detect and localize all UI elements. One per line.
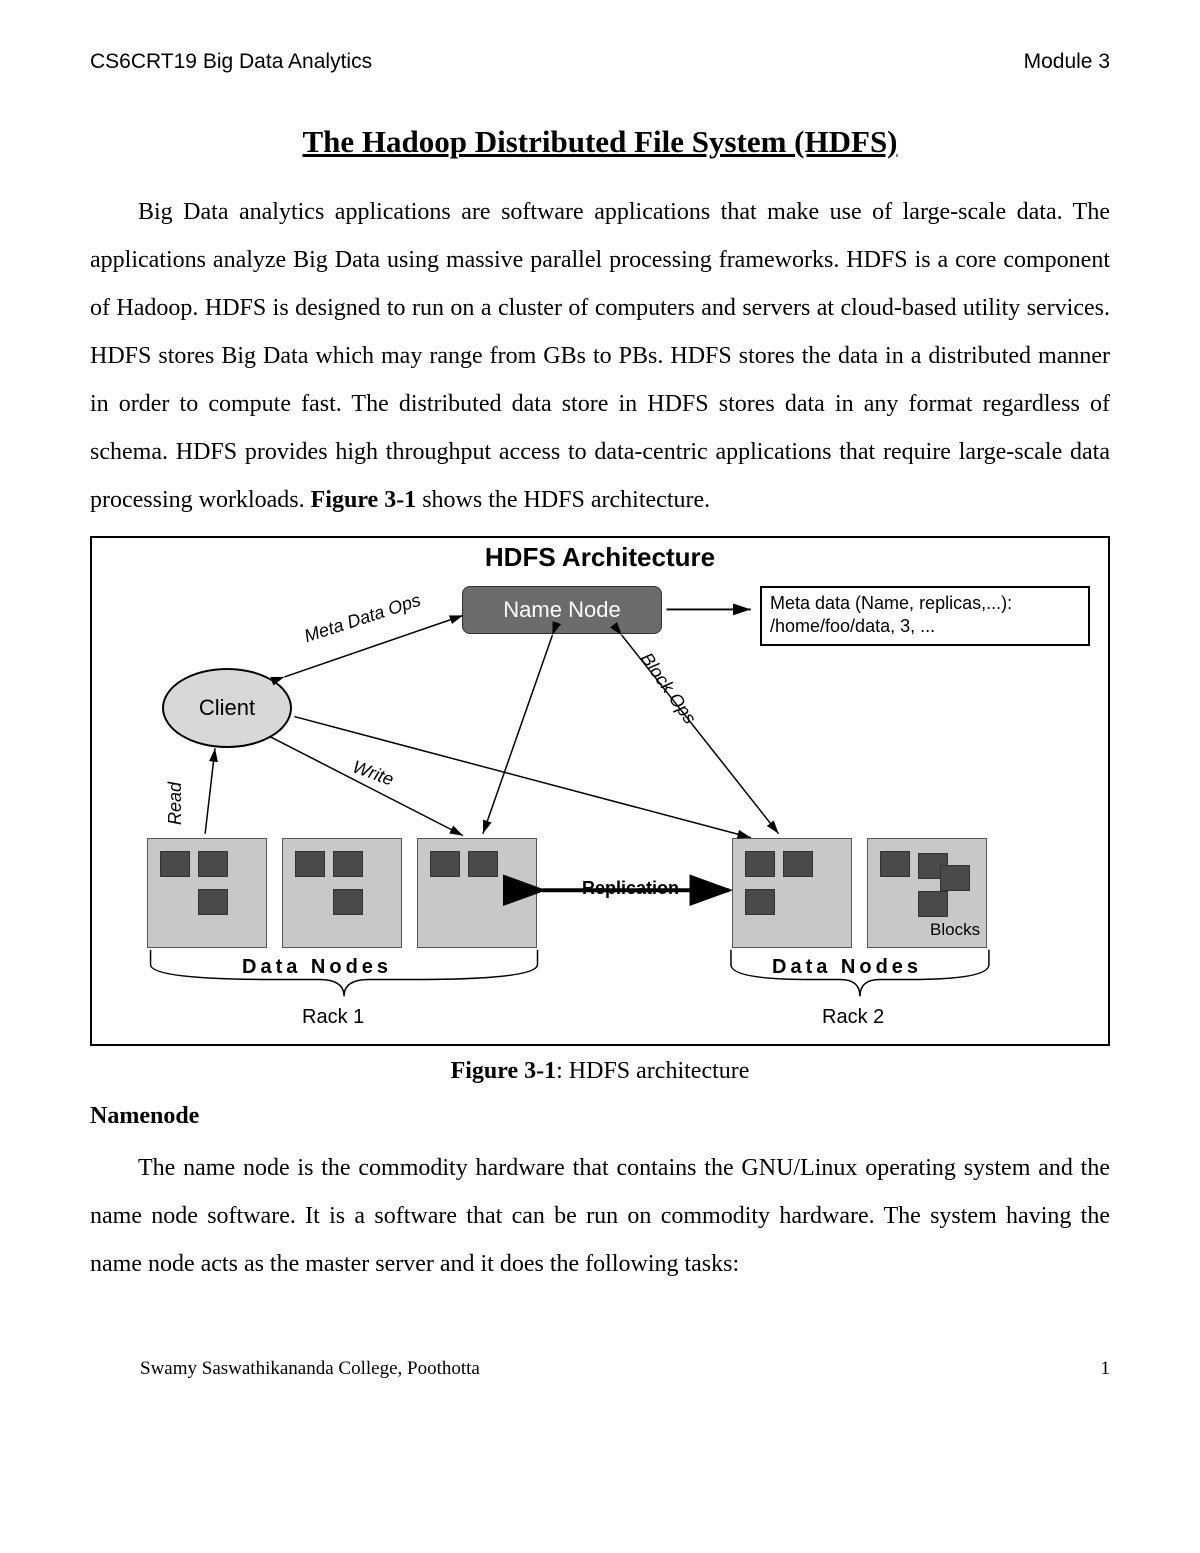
para1-text-b: shows the HDFS architecture. bbox=[416, 487, 710, 513]
datanode bbox=[417, 838, 537, 948]
hdfs-architecture-diagram: HDFS Architecture Name Node Meta data (N… bbox=[90, 536, 1110, 1046]
block bbox=[783, 851, 813, 877]
block bbox=[198, 851, 228, 877]
section-heading-namenode: Namenode bbox=[90, 1103, 1110, 1130]
page-title: The Hadoop Distributed File System (HDFS… bbox=[90, 124, 1110, 160]
footer-left: Swamy Saswathikananda College, Poothotta bbox=[140, 1358, 480, 1380]
block bbox=[333, 851, 363, 877]
datanode bbox=[147, 838, 267, 948]
label-meta-ops: Meta Data Ops bbox=[302, 590, 424, 647]
datanode bbox=[282, 838, 402, 948]
diagram-title: HDFS Architecture bbox=[92, 542, 1108, 573]
block bbox=[880, 851, 910, 877]
metadata-box: Meta data (Name, replicas,...): /home/fo… bbox=[760, 586, 1090, 646]
intro-paragraph: Big Data analytics applications are soft… bbox=[90, 188, 1110, 524]
label-write: Write bbox=[350, 756, 397, 790]
block bbox=[295, 851, 325, 877]
label-rack1: Rack 1 bbox=[302, 1006, 364, 1029]
client-node: Client bbox=[162, 668, 292, 748]
figure-caption-rest: : HDFS architecture bbox=[556, 1058, 749, 1084]
metadata-line1: Meta data (Name, replicas,...): bbox=[770, 592, 1080, 615]
label-datanodes-2: Data Nodes bbox=[772, 956, 922, 979]
figure-caption: Figure 3-1: HDFS architecture bbox=[90, 1058, 1110, 1085]
header-right: Module 3 bbox=[1024, 50, 1110, 74]
figure-caption-bold: Figure 3-1 bbox=[451, 1058, 557, 1084]
label-read: Read bbox=[165, 782, 186, 825]
label-block-ops: Block Ops bbox=[636, 649, 700, 728]
block bbox=[160, 851, 190, 877]
block bbox=[333, 889, 363, 915]
block bbox=[430, 851, 460, 877]
label-datanodes-1: Data Nodes bbox=[242, 956, 392, 979]
block bbox=[918, 891, 948, 917]
label-replication: Replication bbox=[582, 878, 679, 899]
header-left: CS6CRT19 Big Data Analytics bbox=[90, 50, 372, 74]
datanode bbox=[732, 838, 852, 948]
block bbox=[468, 851, 498, 877]
footer-page-number: 1 bbox=[1101, 1358, 1111, 1380]
para1-figref: Figure 3-1 bbox=[311, 487, 417, 513]
block bbox=[745, 851, 775, 877]
block bbox=[198, 889, 228, 915]
block bbox=[940, 865, 970, 891]
para1-text-a: Big Data analytics applications are soft… bbox=[90, 199, 1110, 513]
label-rack2: Rack 2 bbox=[822, 1006, 884, 1029]
blocks-label: Blocks bbox=[930, 920, 980, 940]
namenode-paragraph: The name node is the commodity hardware … bbox=[90, 1144, 1110, 1288]
namenode-box: Name Node bbox=[462, 586, 662, 634]
block bbox=[745, 889, 775, 915]
metadata-line2: /home/foo/data, 3, ... bbox=[770, 615, 1080, 638]
